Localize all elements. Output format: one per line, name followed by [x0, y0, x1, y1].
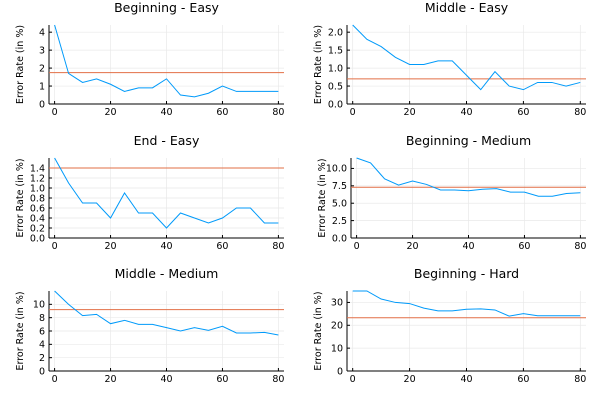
chart-title: Beginning - Easy	[114, 0, 219, 15]
x-tick-label: 20	[404, 374, 416, 385]
chart-title: Beginning - Hard	[414, 266, 519, 281]
x-tick-label: 20	[105, 107, 117, 118]
chart-title: Middle - Medium	[115, 266, 219, 281]
x-tick-label: 60	[216, 241, 228, 252]
y-tick-label: 5.0	[332, 199, 347, 210]
chart-panel-1: 0 20 40 60 80 0 1 2 3 4 Beginning - Easy Error Rate…	[15, 0, 284, 118]
y-tick-label: 2	[39, 353, 45, 364]
y-tick-label: 1.0	[30, 183, 45, 194]
x-tick-label: 20	[105, 241, 117, 252]
y-tick-label: 0	[39, 99, 45, 110]
x-tick-label: 80	[574, 374, 586, 385]
x-tick-label: 0	[52, 107, 58, 118]
chart-panel-3: 0 20 40 60 80 0.00.20.40.60.81.01.21.4 End - E…	[15, 133, 284, 252]
x-tick-label: 0	[52, 374, 58, 385]
chart-panel-4: 0 20 40 60 80 0.0 2.5 5.0 7.5 10.0 Beginning - Med…	[317, 133, 586, 252]
x-tick-label: 40	[160, 374, 172, 385]
y-tick-label: 4	[39, 340, 45, 351]
x-tick-label: 0	[52, 241, 58, 252]
y-tick-label: 0.8	[30, 193, 45, 204]
y-tick-label: 2.0	[328, 27, 343, 38]
x-tick-label: 60	[518, 241, 530, 252]
y-tick-label: 3	[39, 45, 45, 56]
y-tick-label: 0.0	[30, 233, 45, 244]
y-axis-label: Error Rate (in %)	[313, 291, 324, 370]
x-tick-label: 20	[404, 107, 416, 118]
y-tick-label: 0.6	[30, 203, 45, 214]
y-tick-label: 1	[39, 81, 45, 92]
x-tick-label: 80	[272, 107, 284, 118]
y-tick-label: 10	[33, 300, 45, 311]
x-tick-label: 40	[462, 241, 474, 252]
y-tick-label: 1.5	[328, 45, 343, 56]
y-tick-label: 0.0	[332, 233, 347, 244]
y-tick-label: 0.4	[30, 213, 45, 224]
y-tick-label: 1.2	[30, 173, 45, 184]
x-tick-label: 60	[216, 374, 228, 385]
y-axis-label: Error Rate (in %)	[15, 291, 26, 370]
x-tick-label: 60	[216, 107, 228, 118]
chart-title: Middle - Easy	[425, 0, 509, 15]
x-tick-label: 0	[350, 107, 356, 118]
y-tick-label: 0.5	[328, 81, 343, 92]
y-tick-label: 2.5	[332, 216, 347, 227]
y-tick-label: 10	[331, 343, 343, 354]
chart-panel-6: 0 20 40 60 80 0 10 20 30 Beginning - Hard Error Ra…	[313, 266, 586, 385]
y-tick-label: 10.0	[326, 164, 347, 175]
x-tick-label: 20	[407, 241, 419, 252]
x-tick-label: 60	[517, 107, 529, 118]
y-tick-label: 0.2	[30, 223, 45, 234]
y-tick-label: 1.0	[328, 63, 343, 74]
x-tick-label: 0	[350, 374, 356, 385]
y-tick-label: 7.5	[332, 181, 347, 192]
y-axis-label: Error Rate (in %)	[313, 25, 324, 104]
x-tick-label: 20	[105, 374, 117, 385]
y-tick-label: 6	[39, 326, 45, 337]
x-tick-label: 0	[354, 241, 360, 252]
y-tick-label: 1.4	[30, 163, 45, 174]
y-axis-label: Error Rate (in %)	[15, 158, 26, 237]
y-tick-label: 4	[39, 27, 45, 38]
x-tick-label: 40	[160, 241, 172, 252]
y-tick-label: 0.0	[328, 99, 343, 110]
x-tick-label: 40	[460, 374, 472, 385]
y-axis-label: Error Rate (in %)	[317, 158, 328, 237]
x-tick-label: 80	[272, 374, 284, 385]
x-tick-label: 60	[517, 374, 529, 385]
y-axis-label: Error Rate (in %)	[15, 25, 26, 104]
x-tick-label: 80	[574, 241, 586, 252]
y-tick-label: 20	[331, 321, 343, 332]
x-tick-label: 40	[160, 107, 172, 118]
chart-title: Beginning - Medium	[406, 133, 531, 148]
x-tick-label: 40	[460, 107, 472, 118]
x-tick-label: 80	[272, 241, 284, 252]
y-tick-label: 0	[39, 366, 45, 377]
y-tick-label: 30	[331, 298, 343, 309]
y-tick-label: 0	[337, 366, 343, 377]
x-tick-label: 80	[574, 107, 586, 118]
chart-title: End - Easy	[134, 133, 200, 148]
y-tick-label: 2	[39, 63, 45, 74]
chart-panel-2: 0 20 40 60 80 0.0 0.5 1.0 1.5 2.0 Middle - Easy Err…	[313, 0, 586, 118]
y-tick-label: 8	[39, 313, 45, 324]
